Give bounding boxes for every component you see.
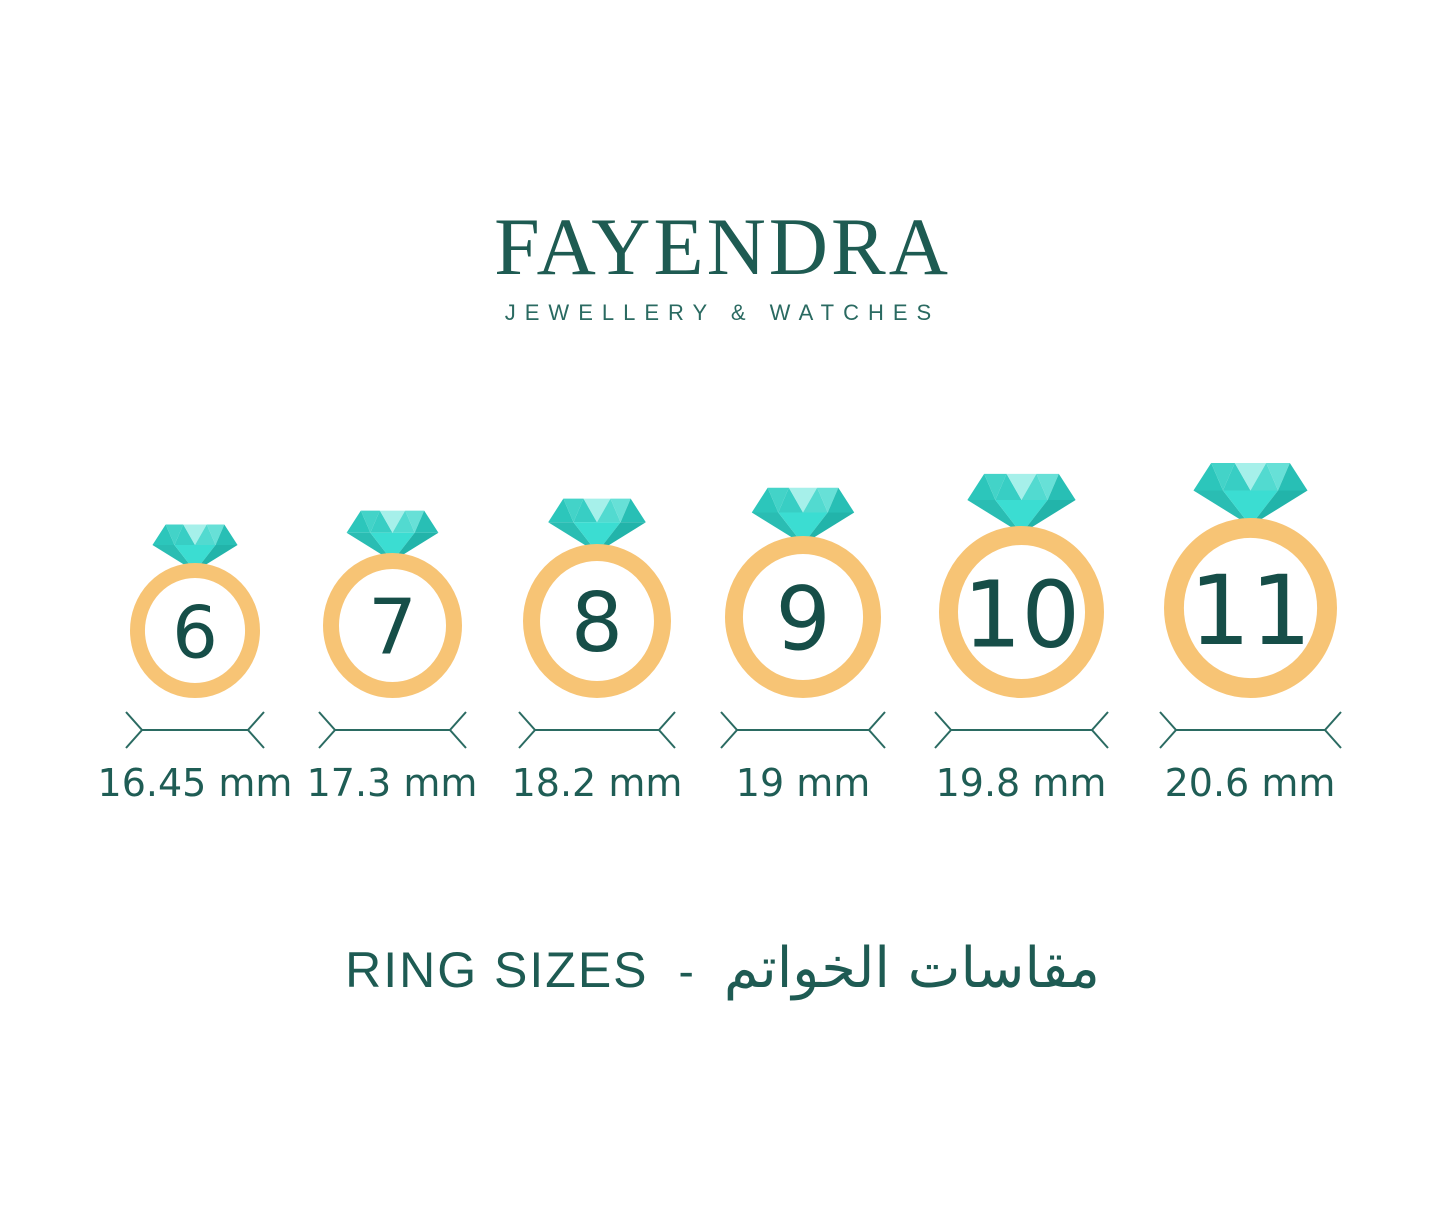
diameter-label: 16.45 mm [97, 761, 293, 805]
diamond-icon [1192, 462, 1308, 526]
brand-logo: FAYENDRA JEWELLERY & WATCHES [0, 206, 1445, 326]
ring-size-number: 10 [962, 561, 1079, 668]
ring-size-item: 11 20.6 mm [1140, 461, 1360, 806]
diameter-measure-line [317, 711, 467, 749]
diameter-measure-line [720, 711, 886, 749]
diameter-measure-line [1158, 711, 1342, 749]
caption-english: RING SIZES [345, 942, 649, 998]
ring-band [725, 536, 881, 698]
diameter-measure-line [518, 711, 676, 749]
diamond-icon [966, 473, 1076, 534]
diameter-measure-line [933, 711, 1109, 749]
ring-icon: 9 [725, 487, 881, 698]
diameter-label: 19 mm [735, 761, 871, 805]
ring-size-item: 9 19 mm [693, 486, 913, 806]
ring-size-item: 6 16.45 mm [85, 523, 305, 806]
diameter-label: 20.6 mm [1164, 761, 1336, 805]
ring-band [130, 563, 260, 698]
diamond-icon [751, 487, 855, 545]
ring-size-number: 11 [1189, 555, 1311, 667]
caption-separator: - [678, 945, 694, 997]
ring-size-item: 8 18.2 mm [487, 497, 707, 806]
brand-name: FAYENDRA [494, 201, 951, 292]
ring-icon: 7 [322, 510, 462, 698]
brand-tagline: JEWELLERY & WATCHES [504, 300, 941, 325]
ring-size-number: 9 [775, 569, 830, 671]
ring-size-number: 7 [368, 583, 417, 672]
ring-icon: 6 [130, 524, 260, 698]
ring-size-item: 10 19.8 mm [911, 472, 1131, 806]
ring-size-item: 7 17.3 mm [282, 509, 502, 806]
ring-icon: 10 [938, 473, 1104, 698]
ring-icon: 8 [523, 498, 671, 698]
ring-size-number: 6 [172, 591, 218, 675]
ring-band [523, 544, 671, 698]
diameter-measure-line [125, 711, 265, 749]
ring-band [322, 553, 462, 698]
chart-caption: RING SIZES - مقاسات الخواتم [0, 936, 1445, 1001]
caption-arabic: مقاسات الخواتم [723, 936, 1100, 1001]
diameter-label: 18.2 mm [511, 761, 683, 805]
ring-icon: 11 [1163, 462, 1337, 698]
diameter-label: 19.8 mm [935, 761, 1107, 805]
ring-size-number: 8 [571, 576, 623, 671]
ring-band [938, 526, 1104, 698]
diameter-label: 17.3 mm [306, 761, 478, 805]
ring-band [1163, 518, 1337, 698]
